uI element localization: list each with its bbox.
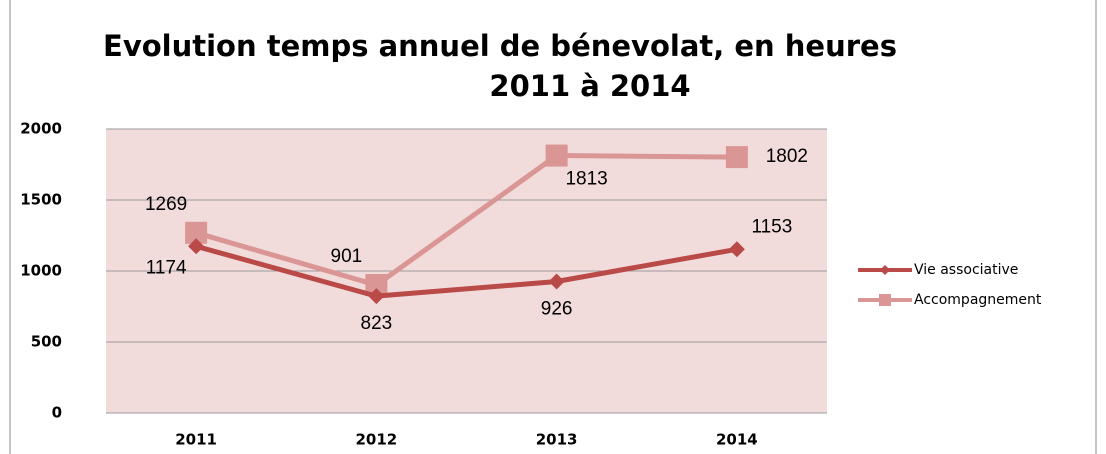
data-label: 926 — [541, 299, 573, 320]
y-tick-label: 1000 — [20, 262, 62, 280]
y-tick-label: 2000 — [20, 120, 62, 138]
x-tick-label: 2011 — [175, 431, 217, 449]
marker — [185, 221, 208, 244]
line — [195, 153, 737, 288]
y-tick-label: 0 — [52, 404, 62, 422]
marker — [545, 144, 568, 167]
marker — [188, 238, 205, 255]
marker — [728, 241, 745, 258]
chart-title: Evolution temps annuel de bénevolat, en … — [103, 29, 897, 63]
line — [195, 243, 738, 299]
chart-subtitle: 2011 à 2014 — [489, 69, 690, 103]
legend-label: Accompagnement — [914, 292, 1042, 308]
legend-label: Vie associative — [914, 262, 1018, 278]
x-tick-label: 2013 — [536, 431, 578, 449]
legend-marker — [880, 265, 890, 275]
marker — [368, 288, 385, 305]
x-tick-label: 2012 — [356, 431, 398, 449]
data-label: 1269 — [145, 194, 187, 215]
data-label: 1153 — [751, 216, 792, 237]
data-label: 1174 — [146, 257, 187, 278]
marker — [725, 146, 748, 169]
marker — [548, 273, 565, 290]
data-label: 1813 — [565, 169, 607, 190]
legend-marker — [879, 294, 891, 306]
y-tick-label: 500 — [31, 333, 62, 351]
data-label: 901 — [331, 246, 363, 267]
marker — [365, 274, 388, 297]
x-tick-label: 2014 — [716, 431, 758, 449]
data-label: 1802 — [766, 146, 808, 167]
y-tick-label: 1500 — [20, 191, 62, 209]
data-label: 823 — [361, 313, 393, 334]
